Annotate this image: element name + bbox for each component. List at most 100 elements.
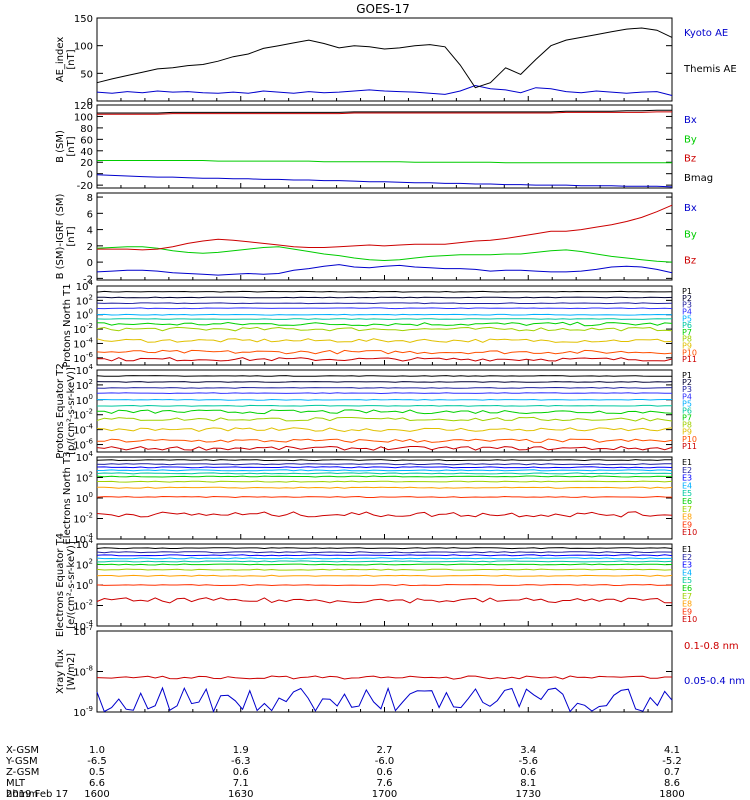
y-tick-label: 104 (76, 537, 94, 551)
y-tick-label: 50 (80, 69, 93, 80)
y-tick-label: 10-9 (73, 705, 93, 719)
series-line-bx (96, 174, 673, 188)
y-tick-label: 60 (80, 135, 93, 146)
series-line-by (97, 160, 672, 164)
series-line-p8 (96, 416, 673, 422)
series-line-e6 (96, 563, 673, 566)
series-line-e3 (96, 554, 673, 557)
series-line-bmag (97, 109, 672, 114)
series-line-e1 (96, 547, 673, 550)
ephemeris-value: 1730 (516, 789, 541, 800)
y-axis-label: B (SM) (55, 130, 66, 163)
y-tick-label: 10-4 (73, 336, 93, 350)
ephemeris-row-label: Z-GSM (6, 767, 39, 778)
series-line-p10 (96, 349, 673, 355)
legend-entry: E10 (682, 615, 697, 624)
series-line-e7 (96, 568, 673, 571)
ephemeris-value: 0.6 (520, 767, 536, 778)
series-line-e8 (96, 574, 673, 577)
legend-entry: P8 (682, 421, 692, 430)
series-line-p11 (96, 357, 673, 362)
legend-entry: P7 (682, 328, 692, 337)
legend-entry: By (684, 134, 697, 145)
y-axis-unit: [e/(cm²-s-sr-keV)] (66, 541, 77, 629)
series-line-e7 (97, 480, 673, 483)
y-tick-label: 40 (80, 147, 93, 158)
series-line-e2 (96, 551, 673, 554)
series-line-p4 (96, 392, 672, 395)
series-line-p6 (96, 318, 673, 320)
legend-entry: Bx (684, 115, 697, 126)
ephemeris-value: 8.6 (664, 778, 680, 789)
legend-entry: P3 (682, 301, 692, 310)
y-tick-label: -2 (83, 274, 93, 285)
ephemeris-value: -6.5 (87, 756, 107, 767)
y-tick-label: 100 (76, 578, 93, 592)
ephemeris-value: 7.6 (377, 778, 393, 789)
legend-entry: E7 (682, 592, 692, 601)
y-tick-label: 2 (87, 242, 93, 253)
series-line-p5 (96, 313, 673, 316)
y-tick-label: 104 (76, 450, 94, 464)
legend-entry: P1 (682, 287, 692, 296)
series-line-0-05-0-4-nm (96, 686, 673, 713)
series-line-e10 (96, 597, 673, 604)
legend-entry: P9 (682, 428, 692, 437)
y-tick-label: 100 (74, 112, 93, 123)
y-tick-label: 102 (76, 293, 93, 307)
series-line-p4 (96, 307, 673, 310)
y-tick-label: 102 (76, 378, 93, 392)
panel-frame (96, 104, 673, 189)
legend-entry: P10 (682, 348, 697, 357)
legend-entry: E6 (682, 584, 692, 593)
y-axis-label: Electrons Equator T4 (55, 533, 66, 637)
ephemeris-row-label: X-GSM (6, 745, 39, 756)
y-axis-unit: [nT] (66, 226, 77, 246)
legend-entry: Themis AE (683, 64, 737, 75)
ephemeris-row-label: hhmm (6, 789, 38, 800)
series-line-p3 (96, 386, 673, 389)
series-line-p8 (96, 326, 673, 332)
y-tick-label: 10-2 (73, 512, 93, 526)
ephemeris-value: 1800 (659, 789, 684, 800)
legend-entry: P4 (682, 307, 692, 316)
series-line-bx (96, 264, 673, 276)
ephemeris-value: 3.4 (520, 745, 536, 756)
legend-entry: E7 (682, 505, 692, 514)
series-line-e2 (96, 463, 673, 466)
y-tick-label: 100 (76, 308, 93, 322)
series-line-e8 (96, 486, 673, 489)
ephemeris-value: -5.6 (518, 756, 538, 767)
panel-frame (96, 192, 673, 281)
series-line-e1 (96, 459, 673, 462)
y-tick-label: 20 (80, 158, 93, 169)
series-line-0-1-0-8-nm (96, 675, 672, 680)
legend-entry: Bz (684, 256, 696, 267)
series-line-e4 (96, 557, 672, 560)
legend-entry: E4 (682, 568, 692, 577)
ephemeris-value: 4.1 (664, 745, 680, 756)
legend-entry: E3 (682, 561, 692, 570)
legend-entry: E6 (682, 497, 692, 506)
y-axis-unit: [nT] (66, 136, 77, 156)
ephemeris-value: -6.0 (375, 756, 395, 767)
y-tick-label: 100 (76, 393, 93, 407)
y-tick-label: 4 (87, 226, 93, 237)
legend-entry: E2 (682, 553, 692, 562)
series-line-bz (97, 111, 672, 115)
panel-frame (96, 456, 673, 540)
series-line-e5 (97, 560, 673, 563)
series-line-p7 (96, 409, 673, 415)
date-label: 2019 Feb 17 (6, 789, 68, 800)
legend-entry: P2 (682, 294, 692, 303)
series-line-p3 (96, 302, 673, 305)
legend-entry: E2 (682, 466, 692, 475)
series-line-e9 (96, 583, 673, 587)
series-line-e9 (96, 495, 673, 499)
y-axis-label: Protons Equator T2 (55, 363, 66, 459)
legend-entry: Bz (684, 154, 696, 165)
legend-entry: P11 (682, 442, 697, 451)
legend-entry: P7 (682, 414, 692, 423)
